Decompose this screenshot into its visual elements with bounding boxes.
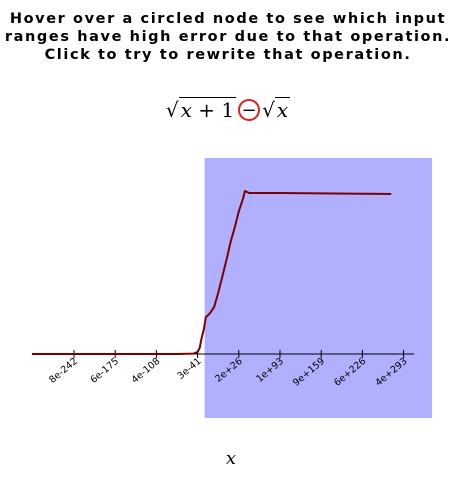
minus-operator-node[interactable]: − <box>238 98 261 121</box>
x-tick-label: 6e-175 <box>88 356 121 386</box>
error-curve <box>32 190 392 355</box>
x-axis-label: x <box>225 448 237 469</box>
high-error-region <box>204 158 432 418</box>
instructions-text: Hover over a circled node to see which i… <box>4 11 452 63</box>
left-radicand-rest: + 1 <box>191 98 235 122</box>
x-tick-label: 3e-41 <box>175 356 203 382</box>
right-sqrt: √ x <box>262 97 291 122</box>
left-sqrt: √ x + 1 <box>165 97 237 122</box>
x-tick-label: 4e-108 <box>130 356 163 386</box>
x-tick-label: 8e-242 <box>47 356 80 386</box>
left-radicand-variable: x <box>180 98 192 122</box>
right-radicand: x <box>274 97 291 122</box>
formula: √ x + 1− √ x <box>0 96 456 126</box>
